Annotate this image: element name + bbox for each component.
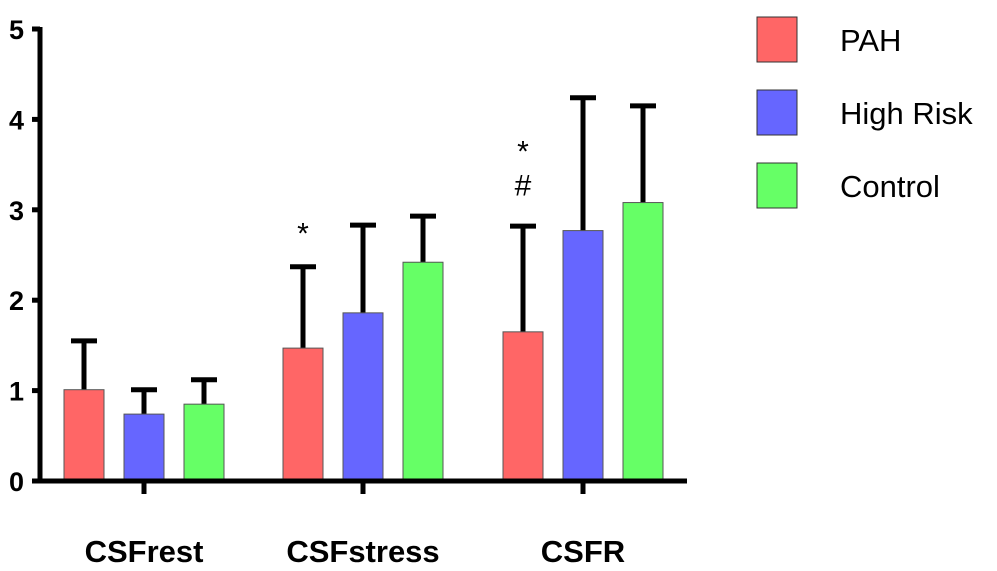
bar-high-risk-csfstress <box>342 312 384 482</box>
x-tick-label-csfr: CSFR <box>541 534 625 569</box>
y-ticks: 0 1 2 3 4 5 <box>9 15 40 497</box>
bar-control-csfrest <box>183 403 225 482</box>
bar-pah-csfr <box>502 331 544 482</box>
bar-control-csfstress <box>402 261 444 482</box>
annotation-asterisk-0: * <box>297 218 309 251</box>
x-tick-label-csfrest: CSFrest <box>85 534 204 569</box>
annotations: **# <box>297 135 532 250</box>
bar-control-csfr <box>622 202 664 482</box>
legend-label-pah: PAH <box>840 23 901 58</box>
y-tick-label-2: 2 <box>9 286 24 316</box>
y-tick-label-1: 1 <box>9 377 24 407</box>
legend: PAH High Risk Control <box>756 16 973 209</box>
bars-layer <box>63 95 664 482</box>
y-tick-label-4: 4 <box>9 105 24 135</box>
y-tick-label-3: 3 <box>9 196 24 226</box>
bar-pah-csfrest <box>63 389 105 482</box>
bar-pah-csfstress <box>282 347 324 482</box>
y-tick-label-0: 0 <box>9 467 24 497</box>
annotation-hash-2: # <box>515 170 532 203</box>
bar-high-risk-csfr <box>562 230 604 482</box>
annotation-asterisk-1: * <box>517 135 529 168</box>
legend-label-high-risk: High Risk <box>840 96 973 131</box>
bar-high-risk-csfrest <box>123 413 165 482</box>
x-tick-label-csfstress: CSFstress <box>286 534 439 569</box>
legend-swatch-pah <box>756 16 798 63</box>
legend-swatch-control <box>756 162 798 209</box>
x-ticks: CSFrest CSFstress CSFR <box>85 481 625 569</box>
y-tick-label-5: 5 <box>9 15 24 45</box>
legend-label-control: Control <box>840 169 940 204</box>
legend-swatch-high-risk <box>756 89 798 136</box>
